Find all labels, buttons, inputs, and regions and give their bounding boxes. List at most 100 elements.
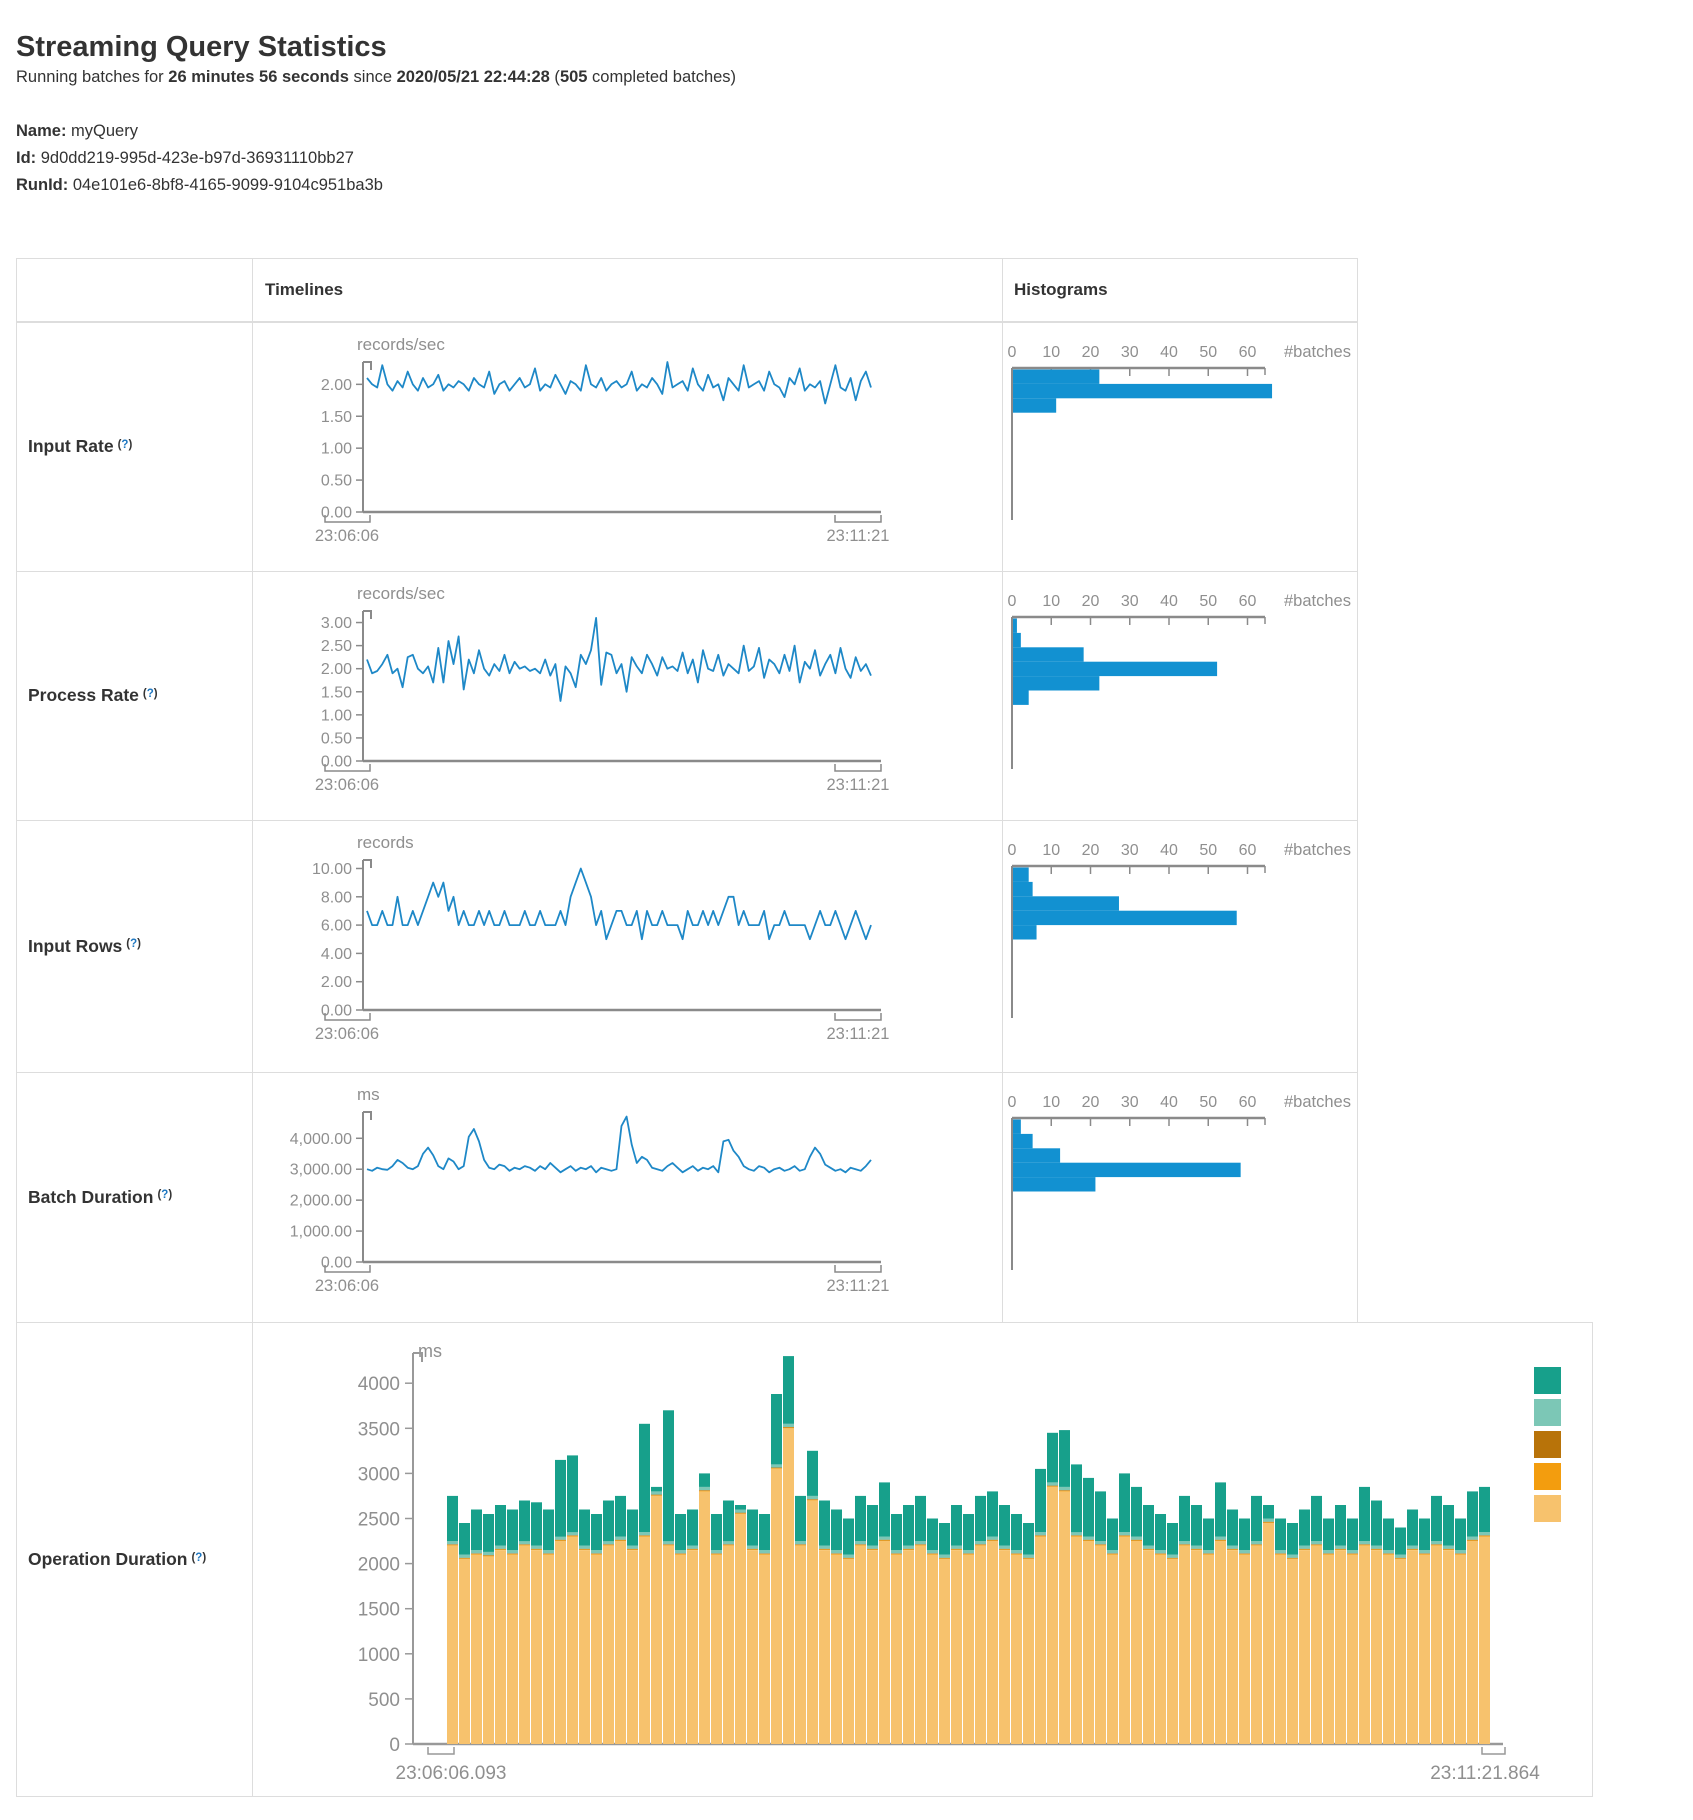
query-runid-line: RunId: 04e101e6-8bf8-4165-9099-9104c951b…	[16, 172, 383, 199]
operation-duration-stacked-chart: ms 4000 3500 3000 2500 2000 1500 1000 500 0 23:06:…	[358, 1341, 1561, 1784]
svg-text:50: 50	[1199, 593, 1217, 610]
svg-text:30: 30	[1121, 1094, 1139, 1111]
svg-text:records/sec: records/sec	[357, 335, 445, 354]
svg-text:#batches: #batches	[1284, 592, 1351, 610]
row-label-input-rows: Input Rows (?)	[16, 820, 252, 1072]
process-rate-histogram-chart: 0 10 20 30 40 50 60 #batches	[1008, 592, 1351, 769]
row-label-operation-duration: Operation Duration (?)	[16, 1322, 252, 1797]
row-label-input-rate: Input Rate (?)	[16, 322, 252, 571]
svg-text:3,000.00: 3,000.00	[290, 1162, 352, 1179]
svg-text:23:06:06: 23:06:06	[315, 1025, 379, 1043]
svg-text:0: 0	[1008, 1094, 1017, 1111]
svg-text:30: 30	[1121, 593, 1139, 610]
svg-text:#batches: #batches	[1284, 841, 1351, 859]
table-border-bottom	[16, 1796, 1593, 1797]
svg-text:10.00: 10.00	[312, 861, 352, 878]
svg-text:0: 0	[1008, 842, 1017, 859]
batch-duration-timeline-chart: ms 4,000.00 3,000.00 2,000.00 1,000.00 0.00 23…	[290, 1085, 890, 1295]
svg-text:23:11:21: 23:11:21	[826, 1025, 889, 1043]
svg-text:ms: ms	[357, 1085, 380, 1104]
operation-duration-help-icon[interactable]: (?)	[191, 1551, 207, 1564]
svg-text:23:06:06.093: 23:06:06.093	[396, 1763, 507, 1784]
process-rate-label: Process Rate	[28, 685, 139, 705]
svg-text:23:11:21.864: 23:11:21.864	[1430, 1763, 1540, 1784]
input-rate-help-icon[interactable]: (?)	[117, 438, 133, 451]
svg-text:records/sec: records/sec	[357, 584, 445, 603]
svg-text:6.00: 6.00	[321, 918, 352, 935]
input-rows-histogram-chart: 0 10 20 30 40 50 60 #batches	[1008, 841, 1351, 1018]
svg-text:23:11:21: 23:11:21	[826, 527, 889, 545]
summary-mid: since	[348, 68, 397, 86]
svg-text:40: 40	[1160, 344, 1178, 361]
svg-text:40: 40	[1160, 842, 1178, 859]
svg-text:40: 40	[1160, 593, 1178, 610]
svg-text:#batches: #batches	[1284, 1093, 1351, 1111]
query-id-value: 9d0dd219-995d-423e-b97d-36931110bb27	[36, 149, 354, 167]
svg-text:records: records	[357, 833, 414, 852]
svg-text:23:06:06: 23:06:06	[315, 527, 379, 545]
svg-text:0.00: 0.00	[321, 1255, 352, 1272]
svg-text:23:11:21: 23:11:21	[826, 776, 889, 794]
summary-suffix: completed batches)	[587, 68, 737, 86]
query-id-line: Id: 9d0dd219-995d-423e-b97d-36931110bb27	[16, 145, 383, 172]
row-divider-2	[16, 820, 1358, 821]
svg-text:1000: 1000	[358, 1645, 400, 1666]
svg-text:10: 10	[1042, 1094, 1060, 1111]
paren-open: (	[549, 68, 560, 86]
input-rows-timeline-chart: records 10.00 8.00 6.00 4.00 2.00 0.00 23:06:06…	[312, 833, 890, 1043]
svg-text:10: 10	[1042, 842, 1060, 859]
process-rate-help-icon[interactable]: (?)	[142, 687, 158, 700]
row-label-batch-duration: Batch Duration (?)	[16, 1072, 252, 1322]
input-rows-label: Input Rows	[28, 935, 123, 956]
running-duration: 26 minutes 56 seconds	[168, 68, 349, 86]
row-divider-4	[16, 1322, 1593, 1323]
column-header-histograms: Histograms	[1014, 280, 1108, 299]
table-border-right-lower	[1592, 1322, 1593, 1797]
svg-text:0.00: 0.00	[321, 754, 352, 771]
svg-text:50: 50	[1199, 344, 1217, 361]
query-name-line: Name: myQuery	[16, 118, 383, 145]
query-id-label: Id:	[16, 149, 37, 167]
row-divider-1	[16, 571, 1358, 572]
svg-text:10: 10	[1042, 344, 1060, 361]
svg-text:500: 500	[368, 1690, 400, 1711]
running-batches-summary: Running batches for 26 minutes 56 second…	[16, 68, 736, 87]
svg-text:50: 50	[1199, 842, 1217, 859]
svg-text:#batches: #batches	[1284, 343, 1351, 361]
column-header-timelines: Timelines	[265, 280, 344, 299]
input-rows-help-icon[interactable]: (?)	[126, 938, 142, 950]
query-name-label: Name:	[16, 122, 67, 140]
svg-text:2.00: 2.00	[321, 974, 352, 991]
svg-text:10: 10	[1042, 593, 1060, 610]
svg-text:0.00: 0.00	[321, 505, 352, 522]
svg-text:60: 60	[1239, 344, 1257, 361]
input-rate-histogram-chart: 0 10 20 30 40 50 60 #batches	[1008, 343, 1351, 520]
svg-text:4.00: 4.00	[321, 946, 352, 963]
completed-batch-count: 505	[559, 68, 588, 86]
query-name-value: myQuery	[66, 122, 138, 140]
input-rate-label: Input Rate	[28, 436, 114, 456]
batch-duration-help-icon[interactable]: (?)	[157, 1189, 173, 1201]
svg-text:2,000.00: 2,000.00	[290, 1193, 352, 1210]
svg-text:60: 60	[1239, 1094, 1257, 1111]
query-runid-label: RunId:	[16, 176, 69, 194]
batch-duration-histogram-chart: 0 10 20 30 40 50 60 #batches	[1008, 1093, 1351, 1270]
row-divider-3	[16, 1072, 1358, 1073]
svg-text:1.00: 1.00	[321, 707, 352, 724]
svg-text:60: 60	[1239, 842, 1257, 859]
batch-duration-label: Batch Duration	[28, 1186, 154, 1207]
svg-text:50: 50	[1199, 1094, 1217, 1111]
timeline-histogram-border	[1002, 258, 1003, 1322]
svg-text:0: 0	[389, 1735, 400, 1756]
svg-text:4000: 4000	[358, 1374, 400, 1395]
svg-text:1.50: 1.50	[321, 684, 352, 701]
svg-text:2.00: 2.00	[321, 661, 352, 678]
statistics-table: Timelines Histograms Input Rate (?) Proc…	[16, 258, 1593, 1797]
query-runid-value: 04e101e6-8bf8-4165-9099-9104c951ba3b	[68, 176, 383, 194]
svg-text:23:11:21: 23:11:21	[826, 1277, 889, 1295]
svg-text:2000: 2000	[358, 1555, 400, 1576]
svg-text:0: 0	[1008, 593, 1017, 610]
process-rate-timeline-chart: records/sec 3.00 2.50 2.00 1.50 1.00 0.50 0.00 2…	[315, 584, 890, 794]
input-rate-timeline-chart: records/sec 2.00 1.50 1.00 0.50 0.00 23:06:06 2…	[315, 335, 890, 545]
svg-text:1.00: 1.00	[321, 441, 352, 458]
